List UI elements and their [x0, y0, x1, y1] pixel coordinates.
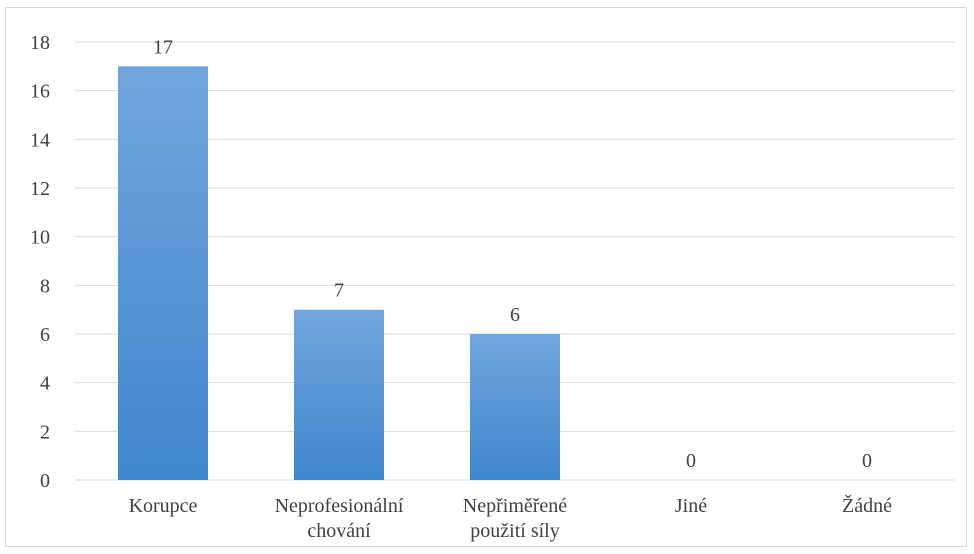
category-label-4: Žádné	[842, 494, 892, 517]
y-tick-label-8: 8	[40, 275, 50, 297]
data-label-1: 7	[334, 280, 344, 302]
bar-1	[294, 309, 384, 480]
y-tick-label-14: 14	[30, 129, 50, 151]
category-label-line: chování	[307, 520, 371, 542]
category-label-line: Jiné	[675, 495, 707, 517]
category-label-1: Neprofesionální chování	[275, 495, 404, 542]
y-tick-label-6: 6	[40, 324, 50, 346]
y-tick-label-18: 18	[30, 32, 50, 54]
bar-2	[470, 334, 560, 480]
category-label-line: Nepřiměřené	[463, 495, 568, 517]
bars	[118, 66, 560, 480]
category-label-line: Neprofesionální	[275, 495, 404, 517]
gridlines	[75, 41, 955, 481]
y-tick-label-16: 16	[30, 81, 50, 103]
category-label-line: Korupce	[129, 495, 198, 517]
category-label-2: Nepřiměřené použití síly	[463, 495, 568, 542]
category-label-line: Žádné	[842, 494, 892, 517]
data-label-2: 6	[510, 304, 520, 326]
category-label-0: Korupce	[129, 495, 198, 517]
y-tick-label-2: 2	[40, 421, 50, 443]
y-tick-label-12: 12	[30, 178, 50, 200]
y-tick-label-10: 10	[30, 227, 50, 249]
data-label-3: 0	[686, 450, 696, 472]
y-tick-label-0: 0	[40, 470, 50, 492]
labels: 0 2 4 6 8 10 12 14 16 18 17 Korupce 7 Neprofesionální…	[30, 32, 892, 542]
data-label-0: 17	[153, 36, 173, 58]
category-label-3: Jiné	[675, 495, 707, 517]
bar-0	[118, 66, 208, 480]
data-label-4: 0	[862, 450, 872, 472]
category-label-line: použití síly	[470, 520, 559, 542]
y-tick-label-4: 4	[40, 373, 50, 395]
